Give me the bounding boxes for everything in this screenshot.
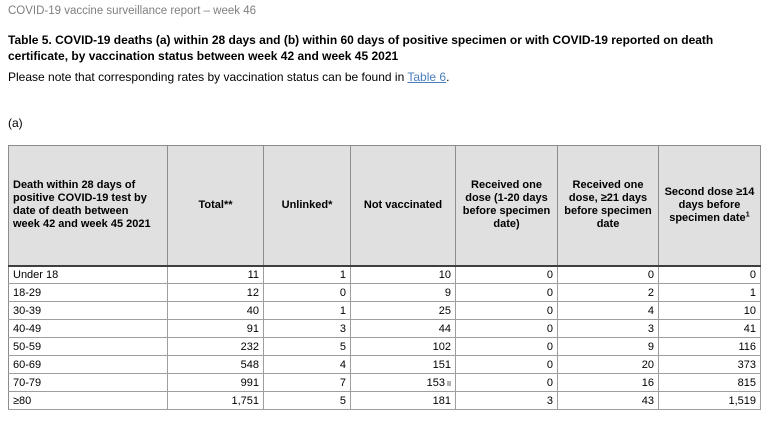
value-cell: 1,519 — [658, 391, 761, 410]
value-cell: 1 — [658, 283, 761, 302]
value-cell: 0 — [455, 319, 558, 338]
value-cell: 16 — [557, 373, 659, 392]
age-group-cell: 18-29 — [8, 283, 168, 302]
value-cell: 548 — [167, 355, 264, 374]
value-cell: 10 — [350, 265, 456, 284]
value-cell: 0 — [455, 283, 558, 302]
value-cell: 7 — [263, 373, 351, 392]
note-prefix: Please note that corresponding rates by … — [8, 70, 408, 84]
value-cell: 10 — [658, 301, 761, 320]
table-header-row: Death within 28 days of positive COVID-1… — [8, 145, 761, 267]
col-header-not-vaccinated: Not vaccinated — [350, 145, 456, 267]
age-group-cell: 70-79 — [8, 373, 168, 392]
value-cell: 0 — [455, 265, 558, 284]
value-cell: 181 — [350, 391, 456, 410]
value-cell: 5 — [263, 391, 351, 410]
value-cell: 40 — [167, 301, 264, 320]
table-row: 60-69 548 4 151 0 20 373 — [8, 355, 761, 374]
value-cell: 5 — [263, 337, 351, 356]
value-cell: 1 — [263, 301, 351, 320]
value-cell: 4 — [263, 355, 351, 374]
section-label-a: (a) — [8, 116, 23, 130]
footnote-superscript: 1 — [745, 209, 750, 219]
value-cell: 102 — [350, 337, 456, 356]
value-cell: 3 — [263, 319, 351, 338]
age-group-cell: 40-49 — [8, 319, 168, 338]
value-cell: 232 — [167, 337, 264, 356]
value-cell: 0 — [455, 337, 558, 356]
value-cell: 0 — [658, 265, 761, 284]
table-row: 70-79 991 7 153 0 16 815 — [8, 373, 761, 392]
age-group-cell: 60-69 — [8, 355, 168, 374]
age-group-cell: 30-39 — [8, 301, 168, 320]
col-header-age-group: Death within 28 days of positive COVID-1… — [8, 145, 168, 267]
value-cell: 43 — [557, 391, 659, 410]
value-cell: 1,751 — [167, 391, 264, 410]
value-cell: 0 — [455, 355, 558, 374]
value-cell: 4 — [557, 301, 659, 320]
age-group-cell: ≥80 — [8, 391, 168, 410]
table-row: 50-59 232 5 102 0 9 116 — [8, 337, 761, 356]
value-cell: 0 — [557, 265, 659, 284]
value-cell: 0 — [455, 301, 558, 320]
value-cell: 0 — [263, 283, 351, 302]
table-row: 30-39 40 1 25 0 4 10 — [8, 301, 761, 320]
value-cell: 0 — [455, 373, 558, 392]
note-suffix: . — [446, 70, 450, 84]
value-cell: 151 — [350, 355, 456, 374]
value-cell: 153 — [350, 373, 456, 392]
age-group-cell: Under 18 — [8, 265, 168, 284]
value-cell: 373 — [658, 355, 761, 374]
cell-artifact-marker — [447, 380, 451, 386]
value-cell: 20 — [557, 355, 659, 374]
value-cell: 815 — [658, 373, 761, 392]
value-cell: 11 — [167, 265, 264, 284]
note-paragraph: Please note that corresponding rates by … — [8, 70, 748, 84]
col-header-second-dose: Second dose ≥14 days before specimen dat… — [658, 145, 761, 267]
age-group-cell: 50-59 — [8, 337, 168, 356]
value-cell: 3 — [557, 319, 659, 338]
value-cell: 2 — [557, 283, 659, 302]
value-cell: 991 — [167, 373, 264, 392]
table-row: Under 18 11 1 10 0 0 0 — [8, 265, 761, 284]
table-row: 18-29 12 0 9 0 2 1 — [8, 283, 761, 302]
col-header-one-dose-21plus: Received one dose, ≥21 days before speci… — [557, 145, 659, 267]
value-cell: 116 — [658, 337, 761, 356]
value-cell: 12 — [167, 283, 264, 302]
col-header-unlinked: Unlinked* — [263, 145, 351, 267]
col-header-total: Total** — [167, 145, 264, 267]
value-cell: 9 — [557, 337, 659, 356]
value-cell: 1 — [263, 265, 351, 284]
table6-link[interactable]: Table 6 — [407, 70, 447, 84]
table-row: 40-49 91 3 44 0 3 41 — [8, 319, 761, 338]
table-title: Table 5. COVID-19 deaths (a) within 28 d… — [8, 33, 714, 63]
col-header-one-dose-1-20: Received one dose (1-20 days before spec… — [455, 145, 558, 267]
deaths-by-vaccination-status-table: Death within 28 days of positive COVID-1… — [8, 145, 761, 410]
report-running-header: COVID-19 vaccine surveillance report – w… — [8, 5, 257, 17]
table-row: ≥80 1,751 5 181 3 43 1,519 — [8, 391, 761, 410]
table-body: Under 18 11 1 10 0 0 0 18-29 12 0 9 0 2 1 30-39 40 1 25 0 4… — [8, 265, 761, 410]
value-cell: 41 — [658, 319, 761, 338]
col-header-second-dose-label: Second dose ≥14 days before specimen dat… — [664, 185, 755, 224]
value-cell: 9 — [350, 283, 456, 302]
value-cell: 3 — [455, 391, 558, 410]
value-cell: 44 — [350, 319, 456, 338]
value-cell: 91 — [167, 319, 264, 338]
value-cell: 25 — [350, 301, 456, 320]
